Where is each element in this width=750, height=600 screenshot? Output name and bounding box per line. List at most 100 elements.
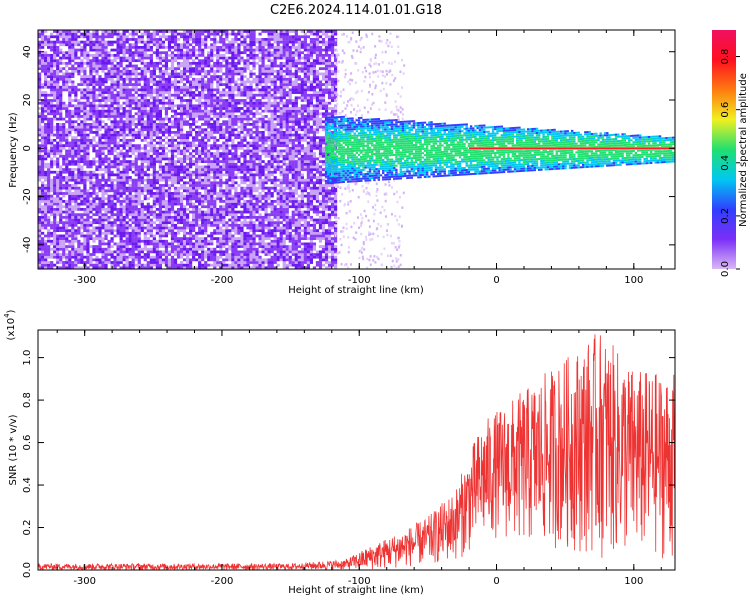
heat-cell: [167, 107, 172, 110]
heat-cell: [146, 205, 150, 209]
heat-cell: [210, 117, 214, 121]
heat-cell: [210, 202, 214, 206]
heat-cell: [122, 165, 126, 169]
heat-cell: [83, 197, 87, 201]
heat-cell: [213, 178, 217, 182]
heat-cell: [62, 38, 66, 41]
heat-cell: [59, 152, 63, 156]
heat-cell: [134, 112, 138, 116]
heat-cell: [113, 85, 117, 89]
heat-cell: [56, 221, 60, 225]
heat-cell: [125, 186, 129, 190]
heat-cell: [195, 56, 199, 60]
heat-cell: [128, 247, 132, 251]
heat-cell: [62, 253, 66, 256]
heat-cell: [92, 43, 96, 47]
heat-cell: [134, 123, 138, 126]
heat-cell: [128, 192, 132, 195]
heat-cell: [122, 30, 126, 33]
heat-cell: [68, 30, 72, 33]
heat-cell: [158, 197, 163, 201]
heat-cell: [80, 35, 84, 39]
heat-cell: [98, 128, 102, 132]
heat-cell: [74, 43, 78, 47]
heat-cell: [119, 245, 123, 248]
heat-cell: [243, 247, 247, 251]
heat-cell: [161, 149, 166, 153]
heat-cell: [161, 107, 166, 110]
heat-cell: [128, 231, 132, 235]
heat-cell: [104, 48, 108, 52]
heat-cell: [137, 200, 141, 203]
heat-cell: [231, 120, 235, 124]
heat-cell: [71, 184, 75, 187]
heat-cell: [228, 130, 232, 134]
heat-cell: [225, 48, 229, 52]
heat-cell: [149, 165, 153, 169]
heat-cell: [71, 144, 75, 148]
heat-cell: [65, 109, 69, 113]
heat-cell: [149, 178, 153, 182]
heat-cell: [125, 226, 129, 230]
heat-cell: [198, 107, 202, 110]
heat-cell: [110, 67, 114, 71]
heat-cell: [179, 242, 184, 246]
heat-cell: [234, 213, 238, 217]
heat-cell: [50, 160, 54, 163]
heat-cell: [158, 160, 163, 163]
heat-cell: [222, 45, 226, 49]
heat-cell: [198, 91, 202, 94]
heat-cell: [189, 80, 193, 84]
heat-cell: [62, 30, 66, 33]
heat-cell: [213, 207, 217, 211]
heat-cell: [98, 181, 102, 185]
heat-cell: [47, 202, 51, 206]
heat-cell: [234, 32, 238, 36]
heat-cell: [47, 253, 51, 256]
heat-cell: [237, 194, 241, 198]
heat-cell: [213, 231, 217, 235]
heat-cell: [210, 207, 214, 211]
heat-cell: [237, 255, 241, 259]
heat-cell: [92, 83, 96, 86]
heat-cell: [185, 247, 190, 251]
heat-cell: [228, 253, 232, 256]
heat-cell: [41, 210, 45, 214]
heat-cell: [225, 77, 229, 81]
heat-cell: [228, 210, 232, 214]
heat-cell: [222, 213, 226, 217]
heat-cell: [192, 197, 196, 201]
heat-cell: [201, 128, 205, 132]
heat-cell: [240, 112, 244, 116]
heat-cell: [113, 88, 117, 92]
heat-cell: [225, 112, 229, 116]
heat-cell: [101, 38, 105, 41]
heat-cell: [68, 200, 72, 203]
heat-cell: [44, 123, 48, 126]
heat-cell: [137, 53, 141, 57]
heat-cell: [140, 69, 144, 73]
heat-cell: [77, 168, 81, 171]
heat-cell: [185, 75, 190, 78]
heat-cell: [116, 186, 120, 190]
heat-cell: [62, 200, 66, 203]
heat-cell: [219, 221, 223, 225]
heat-cell: [189, 165, 193, 169]
heat-cell: [167, 250, 172, 254]
heat-cell: [192, 181, 196, 185]
heat-cell: [158, 130, 163, 134]
heat-cell: [101, 202, 105, 206]
heat-cell: [68, 205, 72, 209]
heat-cell: [207, 93, 211, 97]
heat-cell: [77, 154, 81, 158]
heat-cell: [201, 184, 205, 187]
heat-cell: [110, 178, 114, 182]
heat-cell: [128, 45, 132, 49]
heat-cell: [71, 213, 75, 217]
heat-cell: [125, 133, 129, 137]
heat-cell: [65, 229, 69, 233]
heat-cell: [125, 88, 129, 92]
heat-cell: [219, 101, 223, 105]
heat-cell: [80, 202, 84, 206]
heat-cell: [155, 226, 159, 230]
